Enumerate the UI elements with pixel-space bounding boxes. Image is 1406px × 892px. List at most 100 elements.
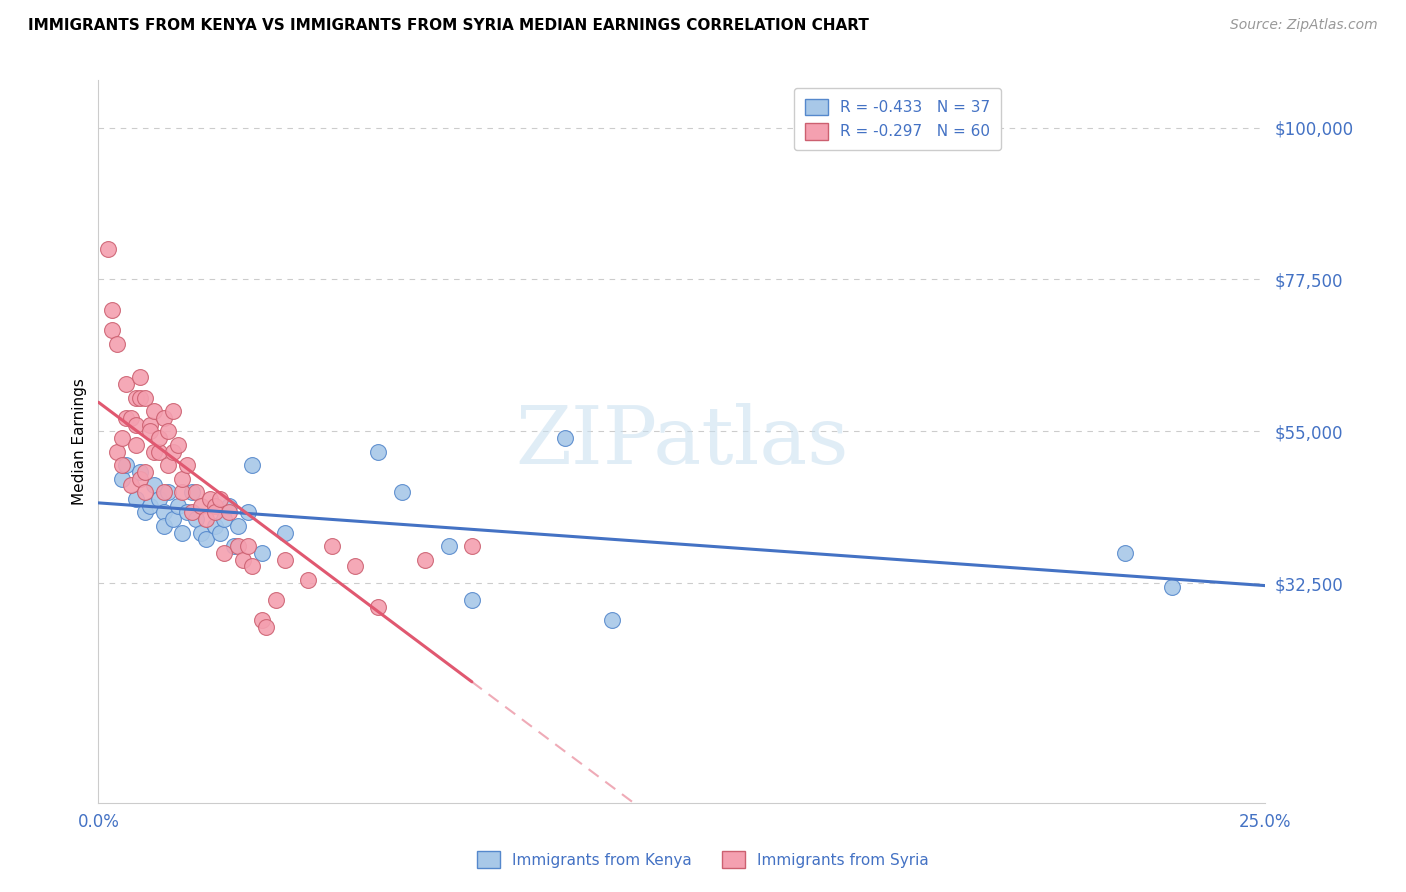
Point: [180, 485, 202, 500]
Point: [242, 458, 264, 472]
Point: [162, 404, 184, 418]
Text: ZIPatlas: ZIPatlas: [515, 402, 849, 481]
Point: [204, 519, 226, 533]
Point: [148, 431, 170, 445]
Point: [157, 485, 180, 500]
Point: [139, 499, 162, 513]
Point: [218, 499, 240, 513]
Point: [297, 573, 319, 587]
Point: [101, 302, 124, 317]
Y-axis label: Median Earnings: Median Earnings: [72, 378, 87, 505]
Point: [200, 491, 222, 506]
Point: [143, 404, 166, 418]
Point: [111, 458, 134, 472]
Point: [413, 552, 436, 566]
Point: [120, 411, 142, 425]
Point: [214, 546, 236, 560]
Point: [242, 559, 264, 574]
Point: [180, 505, 202, 519]
Point: [97, 242, 120, 256]
Point: [166, 438, 188, 452]
Point: [204, 499, 226, 513]
Point: [125, 417, 148, 432]
Point: [600, 614, 623, 628]
Point: [120, 478, 142, 492]
Point: [250, 614, 273, 628]
Point: [437, 539, 460, 553]
Point: [143, 478, 166, 492]
Point: [186, 512, 208, 526]
Point: [194, 512, 217, 526]
Point: [208, 491, 231, 506]
Point: [148, 444, 170, 458]
Legend: R = -0.433   N = 37, R = -0.297   N = 60: R = -0.433 N = 37, R = -0.297 N = 60: [794, 88, 1001, 150]
Point: [176, 458, 198, 472]
Point: [391, 485, 413, 500]
Point: [367, 444, 389, 458]
Point: [152, 485, 174, 500]
Point: [111, 472, 134, 486]
Point: [166, 499, 188, 513]
Point: [152, 519, 174, 533]
Point: [264, 593, 287, 607]
Point: [139, 425, 162, 439]
Point: [134, 505, 156, 519]
Point: [129, 465, 152, 479]
Point: [190, 499, 212, 513]
Point: [186, 485, 208, 500]
Point: [344, 559, 367, 574]
Point: [172, 485, 194, 500]
Point: [152, 411, 174, 425]
Point: [125, 491, 148, 506]
Point: [115, 411, 138, 425]
Point: [214, 512, 236, 526]
Point: [321, 539, 343, 553]
Point: [115, 377, 138, 392]
Point: [129, 472, 152, 486]
Point: [208, 525, 231, 540]
Point: [129, 391, 152, 405]
Point: [105, 444, 128, 458]
Point: [125, 391, 148, 405]
Point: [461, 593, 484, 607]
Point: [274, 525, 297, 540]
Point: [222, 539, 245, 553]
Point: [176, 505, 198, 519]
Point: [115, 458, 138, 472]
Point: [162, 512, 184, 526]
Point: [194, 533, 217, 547]
Point: [1114, 546, 1136, 560]
Point: [461, 539, 484, 553]
Point: [554, 431, 576, 445]
Point: [256, 620, 278, 634]
Point: [172, 525, 194, 540]
Point: [190, 525, 212, 540]
Point: [172, 472, 194, 486]
Point: [139, 417, 162, 432]
Point: [236, 539, 259, 553]
Point: [134, 465, 156, 479]
Point: [274, 552, 297, 566]
Point: [218, 505, 240, 519]
Text: Source: ZipAtlas.com: Source: ZipAtlas.com: [1230, 18, 1378, 32]
Point: [1161, 580, 1184, 594]
Point: [134, 391, 156, 405]
Point: [129, 370, 152, 384]
Point: [157, 425, 180, 439]
Point: [236, 505, 259, 519]
Point: [148, 491, 170, 506]
Text: IMMIGRANTS FROM KENYA VS IMMIGRANTS FROM SYRIA MEDIAN EARNINGS CORRELATION CHART: IMMIGRANTS FROM KENYA VS IMMIGRANTS FROM…: [28, 18, 869, 33]
Point: [143, 444, 166, 458]
Point: [101, 323, 124, 337]
Point: [152, 505, 174, 519]
Point: [228, 519, 250, 533]
Point: [157, 458, 180, 472]
Point: [162, 444, 184, 458]
Point: [204, 505, 226, 519]
Point: [105, 336, 128, 351]
Point: [367, 599, 389, 614]
Point: [134, 485, 156, 500]
Point: [232, 552, 254, 566]
Point: [250, 546, 273, 560]
Point: [125, 438, 148, 452]
